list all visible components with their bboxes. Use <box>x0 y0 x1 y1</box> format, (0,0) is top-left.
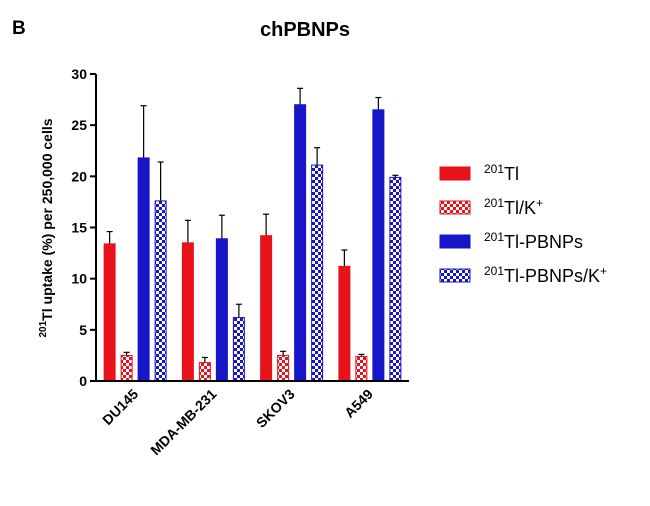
bar-a549-series-2 <box>372 109 385 382</box>
bar-mda-mb-231-series-0 <box>181 242 194 382</box>
bar-du145-series-2 <box>137 157 150 382</box>
y-tick-label: 0 <box>79 373 87 389</box>
bar-skov3-series-0 <box>260 235 273 382</box>
y-tick-label: 15 <box>71 220 87 236</box>
legend-label-superscript: 201 <box>484 264 504 278</box>
legend-swatch <box>439 200 471 215</box>
y-axis-label-superscript: 201 <box>38 320 49 337</box>
legend-swatch <box>439 166 471 181</box>
panel-label: B <box>12 18 26 39</box>
legend-label-text: Tl/K <box>504 198 536 218</box>
legend-label-superscript: + <box>600 264 607 278</box>
y-tick-label: 5 <box>79 322 87 338</box>
bar-du145-series-3 <box>154 200 167 382</box>
legend-label-superscript: 201 <box>484 196 504 210</box>
legend-label: 201Tl <box>484 162 519 184</box>
bars <box>103 87 402 382</box>
bar-a549-series-0 <box>338 265 351 382</box>
legend-label-text: Tl-PBNPs <box>504 232 583 252</box>
bar-mda-mb-231-series-1 <box>198 362 211 382</box>
legend-label-superscript: 201 <box>484 230 504 244</box>
bar-mda-mb-231-series-2 <box>215 238 228 382</box>
bar-skov3-series-3 <box>311 164 324 382</box>
bar-du145-series-0 <box>103 243 116 382</box>
legend-label-superscript: + <box>536 196 543 210</box>
legend-label: 201Tl/K+ <box>484 196 543 218</box>
bar-mda-mb-231-series-3 <box>232 317 245 382</box>
y-tick-label: 25 <box>71 117 87 133</box>
legend-label-superscript: 201 <box>484 162 504 176</box>
legend-label: 201Tl-PBNPs <box>484 230 583 252</box>
y-tick-label: 20 <box>71 168 87 184</box>
bar-skov3-series-1 <box>277 354 290 382</box>
y-axis: 0 5 10 15 20 25 30 <box>71 66 97 389</box>
chart-title: chPBNPs <box>260 19 350 41</box>
x-tick-label: SKOV3 <box>253 386 298 431</box>
y-tick-label: 10 <box>71 271 87 287</box>
x-tick-label: DU145 <box>99 386 141 428</box>
bar-a549-series-3 <box>389 176 402 382</box>
x-axis: DU145 MDA-MB-231 SKOV3 A549 <box>96 380 409 459</box>
y-axis-label: 201Tl uptake (%) per 250,000 cells <box>38 118 55 337</box>
x-tick-label: A549 <box>341 386 376 421</box>
legend-swatch <box>439 234 471 249</box>
legend-label-text: Tl <box>504 164 519 184</box>
legend-label: 201Tl-PBNPs/K+ <box>484 264 607 286</box>
y-tick-label: 30 <box>71 66 87 82</box>
x-tick-label: MDA-MB-231 <box>147 386 220 459</box>
bar-a549-series-1 <box>355 355 368 382</box>
y-axis-label-text: Tl uptake (%) per 250,000 cells <box>39 118 55 321</box>
legend-label-text: Tl-PBNPs/K <box>504 266 600 286</box>
legend-swatch <box>439 268 471 283</box>
bar-du145-series-1 <box>120 354 133 382</box>
bar-skov3-series-2 <box>294 104 307 382</box>
